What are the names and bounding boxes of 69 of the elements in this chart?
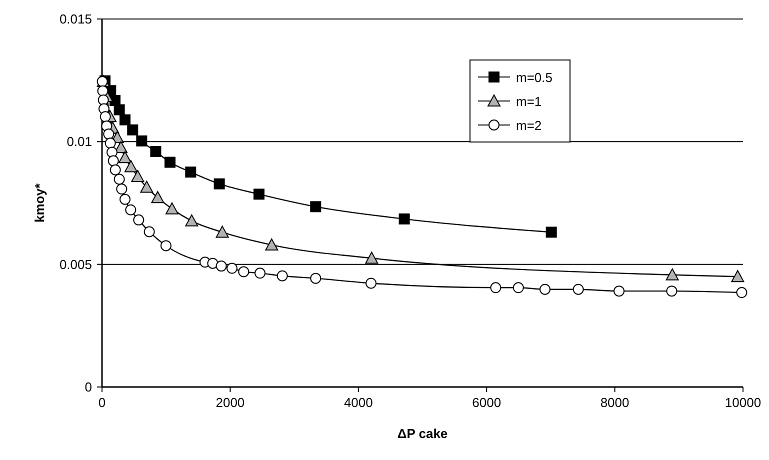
x-tick-label: 6000 xyxy=(472,395,502,410)
x-tick-label: 4000 xyxy=(344,395,373,410)
point xyxy=(226,262,238,274)
point xyxy=(131,170,144,182)
point xyxy=(539,284,550,295)
point xyxy=(106,146,118,158)
y-axis-title: kmoy* xyxy=(32,182,47,223)
x-tick-label: 0 xyxy=(98,395,106,410)
point xyxy=(160,240,172,252)
point xyxy=(164,156,176,168)
point xyxy=(666,268,679,280)
point xyxy=(150,146,162,157)
point xyxy=(116,184,128,195)
x-tick-label: 10000 xyxy=(724,395,762,410)
point xyxy=(614,286,625,297)
point xyxy=(144,226,155,238)
point xyxy=(103,128,114,140)
y-tick-label: 0 xyxy=(84,380,92,394)
point xyxy=(254,268,266,279)
point xyxy=(666,286,678,297)
legend-label: m=0.5 xyxy=(516,70,552,85)
point xyxy=(98,94,109,106)
point xyxy=(133,214,144,226)
point xyxy=(310,272,322,284)
point xyxy=(185,166,196,178)
point xyxy=(276,270,288,282)
point xyxy=(100,111,111,122)
point xyxy=(165,202,178,214)
point xyxy=(140,180,154,193)
legend-label: m=2 xyxy=(516,118,542,133)
point xyxy=(207,258,218,269)
point xyxy=(114,174,125,185)
point xyxy=(512,282,524,294)
point xyxy=(216,260,227,272)
point xyxy=(108,155,119,166)
point xyxy=(310,201,322,212)
point xyxy=(253,188,264,200)
point xyxy=(238,266,250,278)
point xyxy=(120,194,131,205)
point xyxy=(265,238,278,250)
y-tick-label: 0.015 xyxy=(59,12,92,26)
point xyxy=(127,124,138,136)
point xyxy=(136,135,148,146)
point xyxy=(185,214,198,226)
point xyxy=(124,160,138,172)
point xyxy=(118,151,132,164)
point xyxy=(490,282,502,294)
point xyxy=(125,204,136,216)
point xyxy=(110,164,121,176)
point xyxy=(216,226,229,238)
point xyxy=(214,178,225,190)
point xyxy=(97,85,108,96)
point xyxy=(104,138,116,149)
point xyxy=(366,278,377,289)
x-tick-label: 8000 xyxy=(600,395,630,410)
x-tick-label: 2000 xyxy=(216,395,245,410)
point xyxy=(736,287,748,298)
point xyxy=(398,213,410,224)
point xyxy=(365,252,378,264)
x-axis-title: ΔP cake xyxy=(397,426,448,441)
point xyxy=(114,104,125,116)
point xyxy=(546,226,557,238)
point xyxy=(151,191,164,204)
point xyxy=(120,114,131,126)
legend-label: m=1 xyxy=(516,94,542,109)
point xyxy=(731,270,744,282)
y-tick-label: 0.005 xyxy=(59,256,92,272)
point xyxy=(572,284,584,295)
y-tick-label: 0.01 xyxy=(66,134,92,150)
